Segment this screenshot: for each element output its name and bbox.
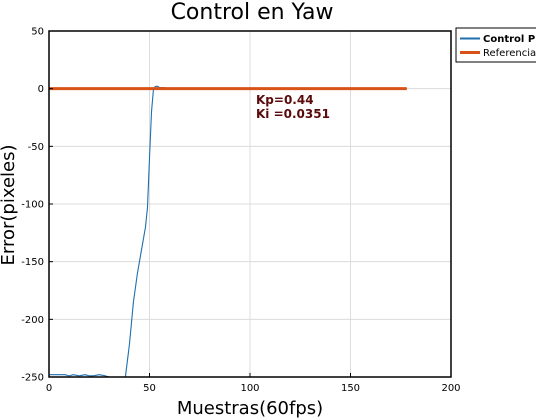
- y-tick-label-0: 50: [31, 27, 44, 38]
- x-tick-label-4: 200: [441, 383, 460, 394]
- legend: Control PI Referencia: [455, 27, 536, 63]
- x-axis-label: Muestras(60fps): [177, 398, 323, 418]
- x-tick-label-3: 150: [341, 383, 360, 394]
- legend-label-referencia: Referencia: [483, 48, 536, 59]
- chart-title: Control en Yaw: [171, 0, 334, 25]
- x-tick-label-0: 0: [46, 383, 52, 394]
- annotation-kp: Kp=0.44: [256, 93, 314, 107]
- y-tick-label-3: -100: [21, 200, 44, 211]
- plot-area: 0 50 100 150 200 50 0 -50 -100 -150 -200 -250: [21, 27, 460, 395]
- y-tick-label-2: -50: [28, 142, 44, 153]
- x-tick-label-2: 100: [240, 383, 259, 394]
- y-tick-label-4: -150: [21, 257, 44, 268]
- y-tick-label-5: -200: [21, 315, 44, 326]
- y-tick-label-1: 0: [38, 84, 44, 95]
- annotation-ki: Ki =0.0351: [256, 107, 330, 121]
- legend-label-control-pi: Control PI: [483, 34, 536, 45]
- x-tick-label-1: 50: [143, 383, 156, 394]
- y-tick-label-6: -250: [21, 373, 44, 384]
- y-axis-label: Error(pixeles): [0, 145, 19, 266]
- legend-box: [455, 27, 536, 63]
